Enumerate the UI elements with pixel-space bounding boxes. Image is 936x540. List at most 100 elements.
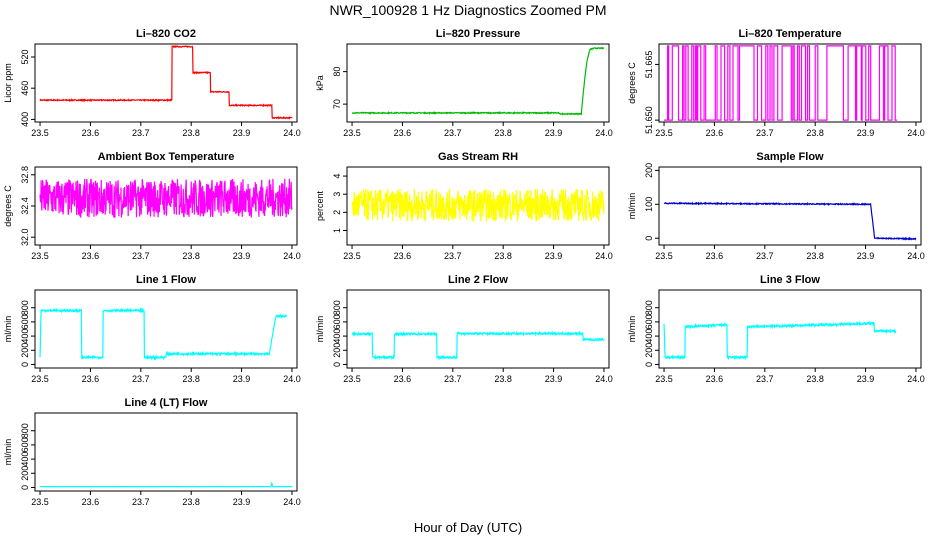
- x-tick-label: 23.9: [857, 251, 875, 261]
- y-tick-label: 0: [644, 362, 654, 367]
- y-axis-label: ml/min: [3, 439, 13, 466]
- x-tick-label: 23.9: [545, 374, 563, 384]
- x-tick-label: 23.5: [655, 251, 673, 261]
- y-tick-label: 800: [20, 423, 30, 438]
- panel-10: Line 4 (LT) Flow ml/min 23.5 23.6 23.7 23.8 23…: [3, 397, 301, 507]
- x-tick-label: 24.0: [283, 251, 301, 261]
- panel-2: Li–820 Pressure kPa 23.5 23.6 23.7 23.8 23.9 24…: [315, 28, 613, 138]
- y-tick-label: 32.4: [20, 197, 30, 215]
- x-tick-label: 23.6: [82, 251, 100, 261]
- x-tick-label: 23.9: [857, 374, 875, 384]
- x-tick-label: 23.7: [756, 128, 774, 138]
- x-tick-label: 24.0: [283, 128, 301, 138]
- y-tick-label: 600: [332, 314, 342, 329]
- y-tick-label: 32.8: [20, 166, 30, 184]
- y-tick-label: 600: [20, 437, 30, 452]
- y-tick-label: 2: [332, 210, 342, 215]
- x-tick-label: 23.6: [706, 251, 724, 261]
- panel-title: Li–820 Temperature: [738, 28, 841, 40]
- y-tick-label: 0: [644, 236, 654, 241]
- panel-title: Line 2 Flow: [448, 274, 508, 286]
- panel-8: Line 2 Flow ml/min 23.5 23.6 23.7 23.8 23.9 24.…: [315, 274, 613, 384]
- series-line: [39, 45, 293, 120]
- x-tick-label: 24.0: [907, 128, 925, 138]
- panel-title: Line 1 Flow: [136, 274, 196, 286]
- panel-title: Gas Stream RH: [438, 151, 518, 163]
- x-tick-label: 23.7: [756, 251, 774, 261]
- y-tick-label: 70: [332, 99, 342, 109]
- x-tick-label: 23.7: [132, 251, 150, 261]
- panel-title: Line 4 (LT) Flow: [125, 397, 208, 409]
- panel-title: Sample Flow: [756, 151, 824, 163]
- y-axis-label: Licor ppm: [3, 63, 13, 103]
- x-tick-label: 23.7: [132, 374, 150, 384]
- x-tick-label: 23.9: [233, 497, 251, 507]
- x-tick-label: 23.8: [182, 374, 200, 384]
- x-tick-label: 23.5: [655, 128, 673, 138]
- plot-frame: [34, 43, 298, 123]
- plot-frame: [34, 289, 298, 369]
- series-line: [40, 481, 292, 488]
- y-tick-label: 100: [644, 197, 654, 212]
- x-tick-label: 24.0: [595, 374, 613, 384]
- y-tick-label: 0: [20, 362, 30, 367]
- x-tick-label: 23.8: [806, 128, 824, 138]
- panel-1: Li–820 CO2 Licor ppm 23.5 23.6 23.7 23.8 23.9 2…: [3, 28, 301, 138]
- y-tick-label: 600: [20, 314, 30, 329]
- y-axis-label: percent: [315, 190, 325, 221]
- series-line: [351, 330, 605, 361]
- series-line: [351, 188, 605, 223]
- y-tick-label: 460: [20, 81, 30, 96]
- x-tick-label: 24.0: [283, 374, 301, 384]
- y-axis-label: degrees C: [3, 185, 13, 227]
- y-axis-label: kPa: [315, 75, 325, 91]
- x-tick-label: 23.7: [444, 251, 462, 261]
- x-tick-label: 23.8: [182, 128, 200, 138]
- x-tick-label: 23.6: [706, 374, 724, 384]
- x-tick-label: 23.5: [343, 251, 361, 261]
- panel-4: Ambient Box Temperature degrees C 23.5 23.6…: [3, 151, 301, 261]
- y-tick-label: 200: [332, 343, 342, 358]
- x-tick-label: 23.6: [394, 128, 412, 138]
- series-line: [663, 320, 897, 361]
- x-tick-label: 23.9: [545, 251, 563, 261]
- x-tick-label: 23.8: [494, 128, 512, 138]
- figure-title: NWR_100928 1 Hz Diagnostics Zoomed PM: [329, 2, 606, 18]
- plot-frame: [346, 43, 610, 123]
- panel-5: Gas Stream RH percent 23.5 23.6 23.7 23.8 23.9…: [315, 151, 613, 261]
- y-tick-label: 51.650: [644, 106, 654, 134]
- panel-3: Li–820 Temperature degrees C 23.5 23.6 23.7 2…: [627, 28, 925, 138]
- y-tick-label: 32.0: [20, 228, 30, 246]
- x-tick-label: 23.5: [31, 374, 49, 384]
- x-tick-label: 23.8: [806, 374, 824, 384]
- series-line: [39, 307, 288, 361]
- x-tick-label: 23.6: [394, 374, 412, 384]
- x-tick-label: 23.8: [494, 251, 512, 261]
- x-tick-label: 23.8: [494, 374, 512, 384]
- x-tick-label: 23.5: [343, 374, 361, 384]
- plot-frame: [658, 289, 922, 369]
- y-tick-label: 520: [20, 49, 30, 64]
- x-tick-label: 23.7: [132, 497, 150, 507]
- x-tick-label: 23.9: [233, 251, 251, 261]
- y-tick-label: 200: [20, 343, 30, 358]
- x-tick-label: 23.6: [82, 128, 100, 138]
- panel-9: Line 3 Flow ml/min 23.5 23.6 23.7 23.8 23.9 24.…: [627, 274, 925, 384]
- x-tick-label: 24.0: [907, 374, 925, 384]
- x-tick-label: 23.7: [444, 374, 462, 384]
- y-axis-label: ml/min: [627, 316, 637, 343]
- y-tick-label: 51.665: [644, 51, 654, 79]
- plot-frame: [658, 43, 922, 123]
- y-tick-label: 400: [20, 329, 30, 344]
- x-tick-label: 23.5: [655, 374, 673, 384]
- x-tick-label: 23.6: [82, 497, 100, 507]
- series-line: [351, 46, 605, 116]
- x-tick-label: 23.9: [233, 128, 251, 138]
- y-axis-label: ml/min: [315, 316, 325, 343]
- x-tick-label: 24.0: [595, 128, 613, 138]
- plot-frame: [346, 289, 610, 369]
- series-line: [663, 201, 917, 241]
- y-tick-label: 0: [332, 362, 342, 367]
- x-tick-label: 23.9: [233, 374, 251, 384]
